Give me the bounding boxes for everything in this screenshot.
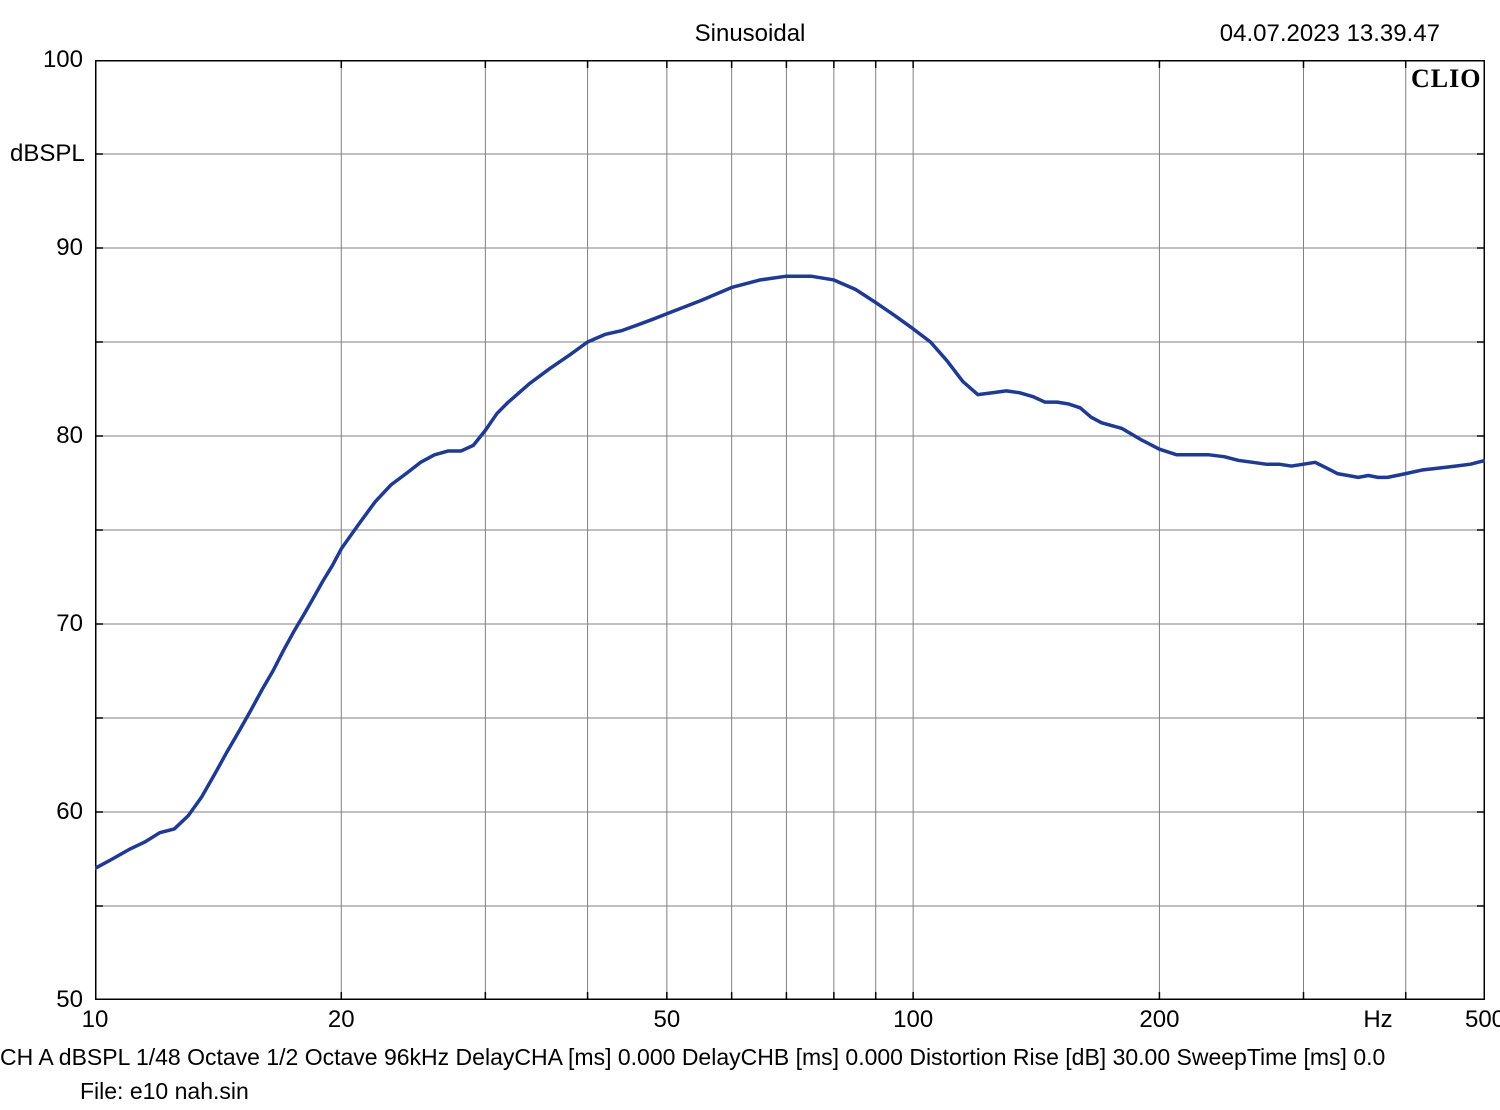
- x-tick-label: 20: [328, 1006, 355, 1034]
- y-tick-label: 50: [0, 986, 83, 1014]
- y-tick-label: 100: [0, 46, 83, 74]
- x-tick-label: 50: [653, 1006, 680, 1034]
- chart-date: 04.07.2023 13.39.47: [1220, 20, 1440, 48]
- footer-info-line: CH A dBSPL 1/48 Octave 1/2 Octave 96kHz …: [0, 1044, 1385, 1071]
- y-tick-label: 80: [0, 422, 83, 450]
- x-axis-unit-label: Hz: [1363, 1006, 1392, 1034]
- y-tick-label: 90: [0, 234, 83, 262]
- y-tick-label: 60: [0, 798, 83, 826]
- x-tick-label: 100: [893, 1006, 933, 1034]
- y-axis-unit-label: dBSPL: [10, 140, 85, 168]
- footer-file-label: File: e10 nah.sin: [80, 1078, 249, 1105]
- x-tick-label: 500: [1465, 1006, 1500, 1034]
- x-tick-label: 10: [82, 1006, 109, 1034]
- chart-container: Sinusoidal 04.07.2023 13.39.47 CLIO dBSP…: [0, 0, 1500, 1110]
- brand-label: CLIO: [1411, 64, 1481, 94]
- y-tick-label: 70: [0, 610, 83, 638]
- x-tick-label: 200: [1139, 1006, 1179, 1034]
- frequency-response-chart: [95, 60, 1485, 1000]
